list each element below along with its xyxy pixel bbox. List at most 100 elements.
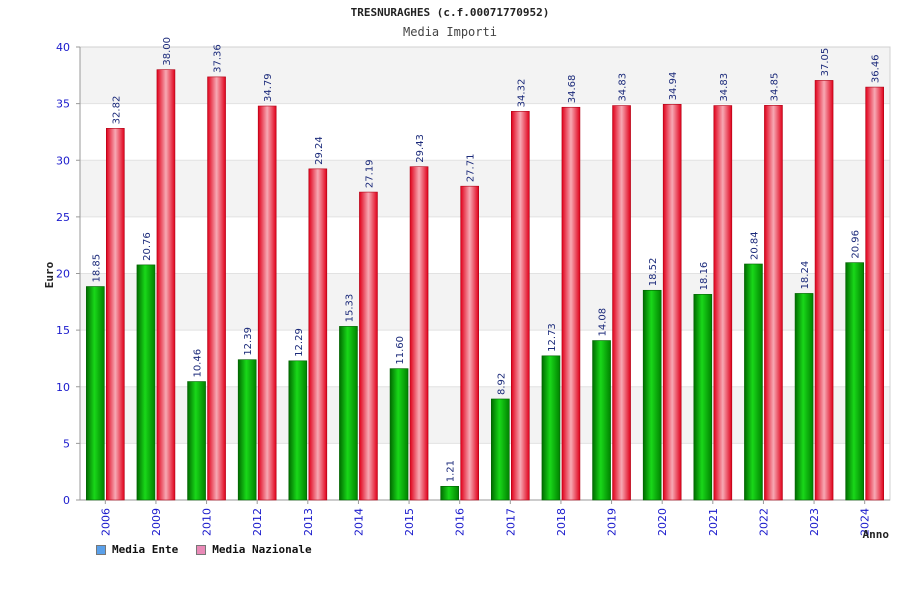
bar-nazionale-2009 xyxy=(156,69,176,501)
bar-nazionale-2010 xyxy=(207,76,226,501)
value-label-ente-2014: 15.33 xyxy=(344,294,355,323)
x-tick-label-2010: 2010 xyxy=(201,508,214,536)
bar-ente-2012 xyxy=(237,359,257,501)
legend-item-media-ente: Media Ente xyxy=(96,543,178,556)
y-tick-label: 10 xyxy=(56,381,70,394)
value-label-ente-2022: 20.84 xyxy=(749,231,760,260)
legend: Media Ente Media Nazionale xyxy=(96,543,312,556)
x-tick-label-2017: 2017 xyxy=(504,508,517,536)
x-axis-label: Anno xyxy=(863,528,890,541)
value-label-ente-2013: 12.29 xyxy=(294,328,305,357)
y-tick-label: 20 xyxy=(56,268,70,281)
bar-nazionale-2013 xyxy=(308,168,328,501)
value-label-nazionale-2010: 37.36 xyxy=(213,44,224,73)
value-label-nazionale-2006: 32.82 xyxy=(111,96,122,125)
value-label-ente-2016: 1.21 xyxy=(446,460,457,482)
bar-nazionale-2022 xyxy=(764,105,783,501)
bar-ente-2009 xyxy=(136,264,156,501)
bar-nazionale-2017 xyxy=(511,111,530,501)
x-tick-label-2023: 2023 xyxy=(808,508,821,536)
bar-ente-2021 xyxy=(693,294,713,501)
y-tick-label: 40 xyxy=(56,41,70,54)
value-label-ente-2017: 8.92 xyxy=(496,373,507,395)
bar-nazionale-2018 xyxy=(561,106,581,501)
bar-ente-2010 xyxy=(187,381,206,501)
bar-nazionale-2014 xyxy=(359,191,378,501)
bar-nazionale-2006 xyxy=(106,128,125,501)
bar-ente-2022 xyxy=(744,263,763,501)
y-tick-label: 0 xyxy=(63,494,70,507)
legend-label-nazionale: Media Nazionale xyxy=(212,543,312,556)
bars xyxy=(86,69,884,501)
bar-ente-2014 xyxy=(339,326,358,501)
value-label-nazionale-2014: 27.19 xyxy=(364,159,375,188)
y-tick-label: 35 xyxy=(56,98,70,111)
x-tick-label-2014: 2014 xyxy=(352,508,365,536)
x-tick-label-2024: 2024 xyxy=(859,508,872,536)
x-tick-label-2020: 2020 xyxy=(656,508,669,536)
legend-swatch-nazionale xyxy=(196,544,207,555)
bar-nazionale-2021 xyxy=(713,105,733,501)
value-label-ente-2019: 14.08 xyxy=(598,308,609,337)
bar-ente-2024 xyxy=(845,262,864,501)
value-label-ente-2006: 18.85 xyxy=(91,254,102,283)
value-label-ente-2023: 18.24 xyxy=(800,261,811,290)
x-tick-label-2013: 2013 xyxy=(302,508,315,536)
value-label-ente-2012: 12.39 xyxy=(243,327,254,356)
y-tick-label: 15 xyxy=(56,324,70,337)
y-tick-label: 5 xyxy=(63,437,70,450)
value-label-nazionale-2009: 38.00 xyxy=(162,37,173,66)
x-tick-label-2015: 2015 xyxy=(403,508,416,536)
value-label-nazionale-2012: 34.79 xyxy=(263,73,274,102)
x-tick-label-2021: 2021 xyxy=(707,508,720,536)
bar-ente-2019 xyxy=(592,340,611,501)
bar-ente-2020 xyxy=(642,289,662,501)
y-axis-label: Euro xyxy=(43,261,56,288)
x-tick-label-2018: 2018 xyxy=(555,508,568,536)
bar-ente-2015 xyxy=(389,368,409,501)
x-tick-label-2012: 2012 xyxy=(251,508,264,536)
x-tick-label-2006: 2006 xyxy=(99,508,112,536)
x-axis-ticks: 2006 2009 2010 2012 2013 2014 2015 2016 2017 2018… xyxy=(99,500,872,536)
value-label-nazionale-2023: 37.05 xyxy=(820,48,831,77)
value-label-nazionale-2024: 36.46 xyxy=(871,54,882,83)
bar-nazionale-2019 xyxy=(612,105,631,501)
value-label-nazionale-2021: 34.83 xyxy=(719,73,730,102)
value-label-ente-2024: 20.96 xyxy=(851,230,862,259)
value-label-nazionale-2018: 34.68 xyxy=(567,75,578,104)
bar-nazionale-2012 xyxy=(257,105,277,501)
value-label-nazionale-2013: 29.24 xyxy=(314,136,325,165)
value-label-ente-2015: 11.60 xyxy=(395,336,406,365)
bar-nazionale-2023 xyxy=(814,80,834,501)
value-label-nazionale-2015: 29.43 xyxy=(415,134,426,163)
bar-ente-2013 xyxy=(288,360,308,501)
value-label-ente-2021: 18.16 xyxy=(699,262,710,291)
x-tick-label-2009: 2009 xyxy=(150,508,163,536)
value-label-nazionale-2017: 34.32 xyxy=(516,79,527,108)
value-labels: 18.85 32.82 20.76 38.00 10.46 37.36 12.39 34.79… xyxy=(91,37,881,482)
legend-item-media-nazionale: Media Nazionale xyxy=(196,543,312,556)
bar-ente-2017 xyxy=(491,398,510,501)
y-axis-ticks: 0 5 10 15 20 25 30 35 40 xyxy=(56,41,80,507)
value-label-ente-2009: 20.76 xyxy=(142,232,153,261)
y-tick-label: 30 xyxy=(56,154,70,167)
legend-label-ente: Media Ente xyxy=(112,543,179,556)
value-label-nazionale-2022: 34.85 xyxy=(769,73,780,102)
value-label-ente-2010: 10.46 xyxy=(193,349,204,378)
x-tick-label-2022: 2022 xyxy=(757,508,770,536)
value-label-nazionale-2019: 34.83 xyxy=(618,73,629,102)
chart-title: TRESNURAGHES (c.f.00071770952) xyxy=(350,6,550,19)
bar-ente-2023 xyxy=(794,293,814,501)
value-label-nazionale-2020: 34.94 xyxy=(668,72,679,101)
y-tick-label: 25 xyxy=(56,211,70,224)
x-tick-label-2016: 2016 xyxy=(454,508,467,536)
bar-ente-2006 xyxy=(86,286,105,501)
legend-swatch-ente xyxy=(96,544,106,555)
bar-nazionale-2020 xyxy=(662,104,682,501)
bar-nazionale-2016 xyxy=(460,185,479,501)
value-label-nazionale-2016: 27.71 xyxy=(466,154,477,183)
chart-subtitle: Media Importi xyxy=(403,25,497,39)
value-label-ente-2020: 18.52 xyxy=(648,258,659,287)
bar-nazionale-2015 xyxy=(409,166,429,501)
